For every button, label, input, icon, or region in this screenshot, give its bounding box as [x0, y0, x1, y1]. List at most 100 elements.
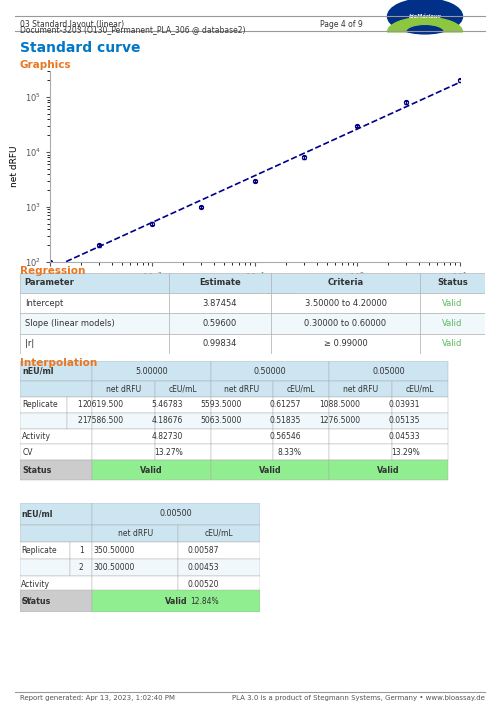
Text: 0.00587: 0.00587 [188, 546, 219, 554]
Text: 3.50000 to 4.20000: 3.50000 to 4.20000 [304, 299, 386, 307]
FancyBboxPatch shape [20, 428, 92, 444]
FancyBboxPatch shape [92, 444, 155, 460]
FancyBboxPatch shape [20, 293, 169, 313]
Text: Standard curve: Standard curve [20, 41, 140, 55]
Text: ≥ 0.99000: ≥ 0.99000 [324, 339, 368, 348]
Text: 0.05000: 0.05000 [372, 367, 405, 376]
FancyBboxPatch shape [20, 333, 169, 354]
Text: PLA 3.0 is a product of Stegmann Systems, Germany • www.bioassay.de: PLA 3.0 is a product of Stegmann Systems… [232, 695, 485, 701]
Text: Parameter: Parameter [24, 278, 74, 287]
Text: Valid: Valid [377, 466, 400, 474]
Text: 4.18676: 4.18676 [152, 416, 183, 426]
Text: Slope (linear models): Slope (linear models) [24, 319, 114, 328]
Text: 0.00453: 0.00453 [188, 563, 219, 571]
FancyBboxPatch shape [274, 444, 329, 460]
Text: 0.03931: 0.03931 [388, 401, 420, 409]
Text: nEU/ml: nEU/ml [21, 509, 52, 518]
FancyBboxPatch shape [92, 559, 178, 576]
Text: Activity: Activity [21, 580, 50, 588]
Text: Regression: Regression [20, 266, 86, 275]
Text: Valid: Valid [442, 299, 462, 307]
Text: 0.00520: 0.00520 [188, 580, 219, 588]
FancyBboxPatch shape [210, 397, 274, 413]
Text: CV: CV [22, 447, 33, 457]
Text: nEU/ml: nEU/ml [22, 367, 54, 376]
FancyBboxPatch shape [420, 273, 485, 293]
Text: cEU/mL: cEU/mL [205, 529, 234, 537]
FancyBboxPatch shape [210, 382, 274, 397]
Text: 1: 1 [79, 546, 84, 554]
FancyBboxPatch shape [392, 428, 448, 444]
Text: 350.50000: 350.50000 [94, 546, 135, 554]
Text: 5.00000: 5.00000 [135, 367, 168, 376]
Text: Interpolation: Interpolation [20, 358, 97, 367]
FancyBboxPatch shape [210, 428, 274, 444]
FancyBboxPatch shape [271, 273, 420, 293]
Text: cEU/mL: cEU/mL [287, 384, 316, 394]
Text: 5.46783: 5.46783 [152, 401, 183, 409]
FancyBboxPatch shape [92, 593, 178, 610]
Text: Criteria: Criteria [328, 278, 364, 287]
Text: net dRFU: net dRFU [106, 384, 141, 394]
FancyBboxPatch shape [271, 333, 420, 354]
Text: 1276.5000: 1276.5000 [320, 416, 360, 426]
Text: cEU/mL: cEU/mL [168, 384, 197, 394]
Text: 2: 2 [77, 416, 82, 426]
FancyBboxPatch shape [92, 576, 178, 593]
Text: Page 4 of 9: Page 4 of 9 [320, 20, 363, 29]
FancyBboxPatch shape [20, 576, 92, 593]
Text: Valid: Valid [442, 319, 462, 328]
FancyBboxPatch shape [67, 397, 92, 413]
FancyBboxPatch shape [155, 382, 210, 397]
FancyBboxPatch shape [92, 525, 178, 542]
FancyBboxPatch shape [271, 313, 420, 333]
Text: Valid: Valid [442, 339, 462, 348]
Text: 0.51835: 0.51835 [270, 416, 302, 426]
FancyBboxPatch shape [329, 444, 392, 460]
FancyBboxPatch shape [169, 313, 271, 333]
FancyBboxPatch shape [178, 559, 260, 576]
FancyBboxPatch shape [155, 428, 210, 444]
Text: net dRFU: net dRFU [118, 529, 153, 537]
Text: 2: 2 [79, 563, 84, 571]
FancyBboxPatch shape [92, 382, 155, 397]
Text: 13.29%: 13.29% [391, 447, 420, 457]
FancyBboxPatch shape [92, 397, 155, 413]
Text: Document-3203 (O130_Permanent_PLA_306 @ database2): Document-3203 (O130_Permanent_PLA_306 @ … [20, 25, 246, 35]
Text: 0.99834: 0.99834 [203, 339, 237, 348]
Text: bioMérieux: bioMérieux [408, 14, 442, 19]
FancyBboxPatch shape [20, 444, 92, 460]
FancyBboxPatch shape [70, 559, 92, 576]
FancyBboxPatch shape [210, 444, 274, 460]
Text: net dRFU: net dRFU [224, 384, 260, 394]
Text: 0.50000: 0.50000 [254, 367, 286, 376]
Ellipse shape [388, 0, 462, 34]
FancyBboxPatch shape [392, 382, 448, 397]
FancyBboxPatch shape [329, 382, 392, 397]
Text: Valid: Valid [164, 597, 188, 606]
Text: 20619.500: 20619.500 [82, 401, 124, 409]
Text: Replicate: Replicate [21, 546, 57, 554]
FancyBboxPatch shape [210, 361, 329, 382]
FancyBboxPatch shape [329, 428, 392, 444]
FancyBboxPatch shape [155, 444, 210, 460]
FancyBboxPatch shape [20, 397, 67, 413]
Text: 5593.5000: 5593.5000 [200, 401, 242, 409]
Text: 4.82730: 4.82730 [152, 432, 183, 441]
Text: 0.59600: 0.59600 [203, 319, 237, 328]
FancyBboxPatch shape [392, 444, 448, 460]
Text: 0.00500: 0.00500 [160, 509, 192, 518]
Text: 12.84%: 12.84% [190, 597, 219, 605]
FancyBboxPatch shape [392, 397, 448, 413]
FancyBboxPatch shape [178, 593, 260, 610]
FancyBboxPatch shape [67, 413, 92, 428]
FancyBboxPatch shape [20, 273, 169, 293]
FancyBboxPatch shape [329, 413, 392, 428]
FancyBboxPatch shape [420, 293, 485, 313]
FancyBboxPatch shape [210, 460, 329, 480]
Text: Valid: Valid [258, 466, 281, 474]
Text: 1088.5000: 1088.5000 [320, 401, 360, 409]
FancyBboxPatch shape [20, 361, 92, 382]
FancyBboxPatch shape [420, 313, 485, 333]
FancyBboxPatch shape [92, 413, 155, 428]
